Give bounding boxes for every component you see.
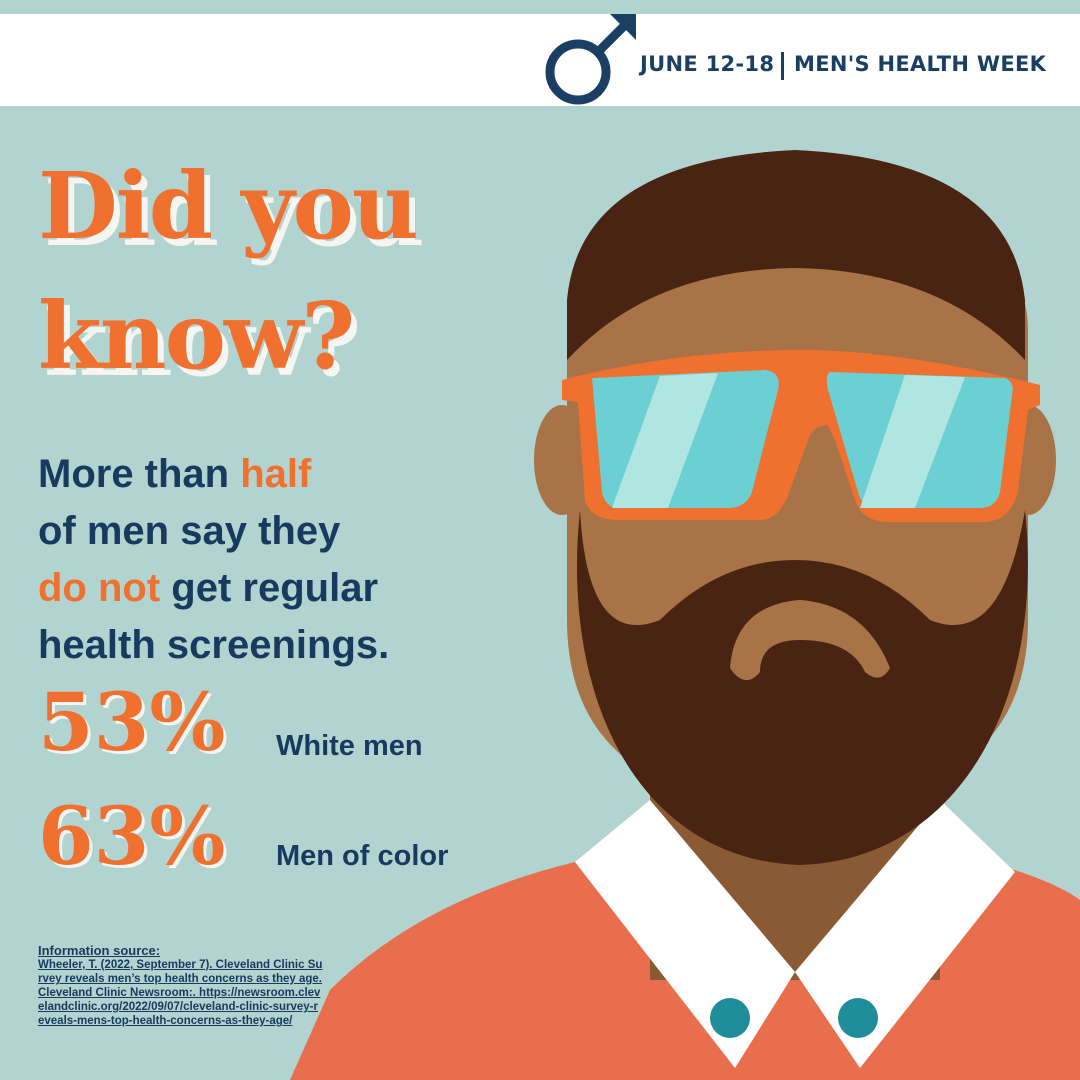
stat-group: White men <box>276 730 423 762</box>
highlight: half <box>240 452 312 496</box>
source: Information source: Wheeler, T. (2022, Se… <box>38 944 323 1028</box>
citation: Wheeler, T. (2022, September 7). Clevela… <box>38 959 323 1027</box>
stat-value: 53% <box>38 675 226 769</box>
collar-pin <box>710 998 750 1038</box>
hair <box>567 150 1025 360</box>
header-bar <box>0 14 1080 106</box>
text: get regular <box>160 566 379 610</box>
divider <box>781 52 784 80</box>
source-title: Information source: <box>38 943 161 958</box>
headline: Did you <box>38 152 419 260</box>
highlight: do not <box>38 566 161 610</box>
dates: JUNE 12-18 <box>640 52 775 76</box>
headline: know? <box>38 282 355 390</box>
stat-value: 63% <box>38 789 226 883</box>
lens-glare <box>860 375 965 508</box>
stat-group: Men of color <box>276 840 449 872</box>
text: More than <box>38 452 241 496</box>
collar-pin <box>838 998 878 1038</box>
lens-glare <box>612 373 718 508</box>
beard <box>576 510 1028 865</box>
lips <box>730 600 890 681</box>
male-symbol <box>545 14 636 105</box>
text: of men say they <box>38 509 341 553</box>
body-text: More than half of men say they do not get … <box>38 446 518 674</box>
text: health screenings. <box>38 623 390 667</box>
event: MEN'S HEALTH WEEK <box>794 52 1047 76</box>
